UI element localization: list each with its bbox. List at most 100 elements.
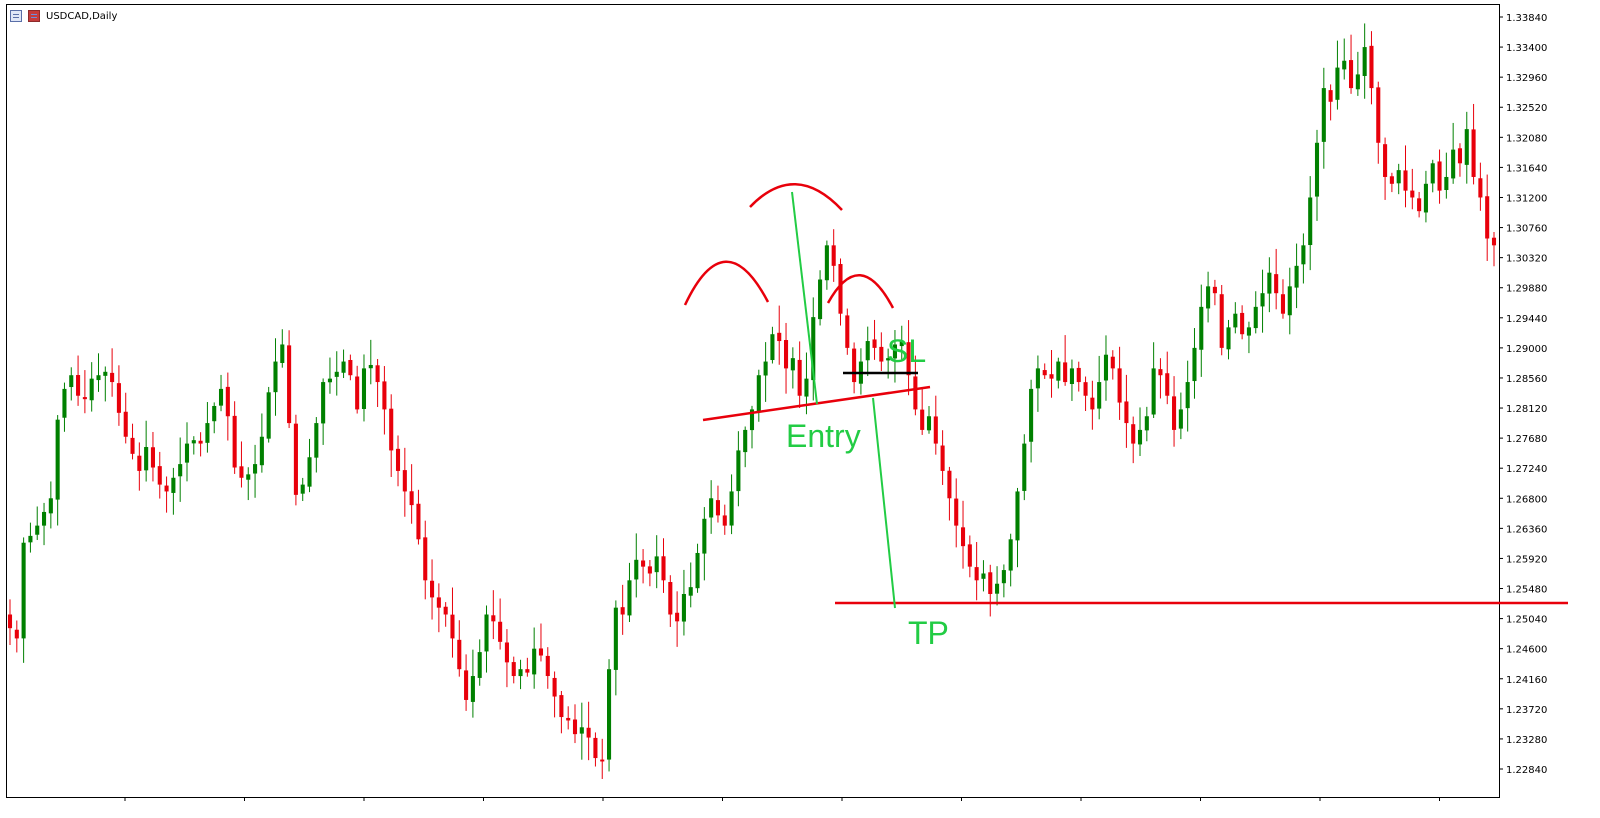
candle-bear: [1491, 237, 1497, 246]
head-measure-line: [791, 191, 818, 405]
y-tick-label: 1.26800: [1506, 494, 1547, 505]
candle-bear: [559, 695, 564, 718]
candle-bear: [1485, 196, 1490, 239]
candle-bull: [246, 474, 251, 480]
candle-bull: [995, 583, 1000, 594]
candle-bull: [1029, 388, 1034, 442]
candle-bear: [879, 346, 884, 362]
candle-bear: [450, 614, 455, 639]
candle-bear: [395, 448, 401, 471]
candle-bull: [811, 317, 816, 381]
candle-bear: [647, 566, 652, 574]
price-axis: 1.33840 1.33400 1.32960 1.32520 1.32080 1.316…: [1499, 13, 1547, 776]
y-tick-label: 1.33840: [1506, 13, 1547, 24]
candle-bear: [1076, 367, 1081, 383]
candle-bear: [7, 614, 13, 629]
candle-bull: [1022, 443, 1027, 491]
candle-bull: [688, 587, 693, 596]
candle-bear: [1410, 190, 1415, 198]
candle-bear: [1349, 60, 1354, 89]
candle-bear: [430, 580, 435, 598]
candle-bull: [770, 334, 775, 361]
candle-bear: [974, 567, 979, 581]
candle-bull: [477, 652, 482, 678]
candle-bear: [641, 560, 646, 567]
plot-area[interactable]: [6, 4, 1500, 798]
candle-bear: [1131, 424, 1136, 444]
candle-bear: [436, 597, 441, 608]
candle-bear: [586, 727, 591, 738]
candle-bull: [804, 378, 809, 397]
candle-bear: [872, 339, 877, 348]
candle-bear: [525, 669, 530, 673]
candle-bear: [845, 315, 850, 348]
candle-bull: [470, 676, 475, 702]
candle-bear: [423, 537, 428, 581]
candle-bear: [675, 612, 680, 622]
candle-bull: [1396, 170, 1401, 184]
candle-bull: [1199, 306, 1204, 350]
candle-bull: [103, 371, 108, 376]
candle-bull: [1008, 539, 1013, 571]
candle-bear: [852, 348, 857, 383]
candle-bear: [1417, 198, 1422, 212]
y-tick-label: 1.30320: [1506, 254, 1547, 265]
candle-bull: [518, 669, 523, 677]
candle-bear: [1117, 368, 1122, 403]
candle-bear: [1124, 401, 1129, 424]
candle-bull: [1137, 429, 1143, 445]
candle-bear: [164, 485, 169, 492]
candle-bear: [123, 411, 128, 437]
candle-bull: [763, 361, 768, 376]
candle-bear: [954, 498, 959, 526]
candle-bull: [1103, 354, 1109, 381]
candle-bear: [355, 376, 360, 410]
candle-bull: [981, 573, 986, 579]
y-tick-label: 1.33400: [1506, 43, 1547, 54]
candle-bear: [940, 445, 945, 471]
candle-bear: [498, 621, 503, 642]
candle-bear: [157, 466, 162, 485]
candle-bear: [593, 737, 598, 759]
candle-bull: [1314, 142, 1320, 197]
candle-bear: [783, 340, 789, 369]
annotations-group: SL Entry TP: [683, 183, 1568, 651]
candle-bear: [967, 544, 972, 567]
y-tick-label: 1.22840: [1506, 765, 1547, 776]
candle-bull: [280, 344, 285, 364]
candle-bull: [749, 409, 755, 431]
candle-bull: [627, 580, 632, 616]
y-tick-label: 1.23720: [1506, 705, 1547, 716]
candle-bull: [178, 464, 183, 477]
y-tick-label: 1.23280: [1506, 735, 1547, 746]
candle-bull: [300, 484, 305, 494]
candle-bull: [743, 429, 748, 453]
candle-bull: [69, 375, 74, 388]
candle-bear: [1403, 170, 1408, 191]
candle-bull: [1192, 347, 1197, 382]
candle-bear: [960, 527, 966, 547]
y-tick-label: 1.29440: [1506, 314, 1547, 325]
candle-bull: [1097, 382, 1102, 409]
candle-bull: [28, 535, 33, 543]
candle-bull: [654, 556, 659, 573]
left-shoulder-arc: [683, 260, 770, 306]
candle-bear: [409, 491, 414, 506]
candle-bull: [1267, 272, 1272, 294]
candle-bull: [327, 378, 332, 383]
candle-bull: [1444, 176, 1449, 190]
head-arc: [749, 183, 843, 211]
candle-bear: [600, 759, 605, 762]
candle-bull: [1178, 409, 1183, 429]
candle-bear: [722, 515, 727, 526]
y-tick-label: 1.29000: [1506, 344, 1547, 355]
chart-window-icon[interactable]: [10, 10, 22, 22]
y-tick-label: 1.25920: [1506, 554, 1547, 565]
candle-bull: [361, 368, 367, 409]
y-tick-label: 1.24160: [1506, 675, 1547, 686]
candle-bear: [538, 648, 544, 656]
candle-bear: [1478, 178, 1483, 198]
chart-window-icon-2[interactable]: [28, 10, 40, 22]
candle-bull: [334, 371, 339, 377]
